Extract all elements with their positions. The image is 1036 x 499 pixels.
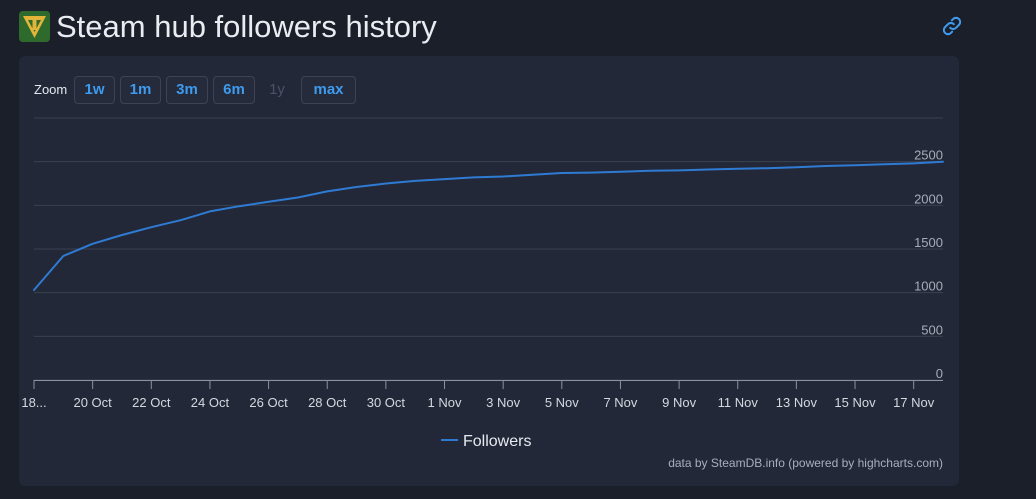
zoom-1m-button[interactable]: 1m bbox=[120, 76, 161, 104]
x-tick-label: 9 Nov bbox=[662, 395, 696, 410]
series-layer bbox=[33, 160, 944, 291]
app-logo-icon bbox=[19, 11, 50, 42]
x-tick-label: 22 Oct bbox=[132, 395, 171, 410]
y-tick-label: 1000 bbox=[914, 279, 943, 294]
y-tick-label: 1500 bbox=[914, 235, 943, 250]
chart-credits[interactable]: data by SteamDB.info (powered by highcha… bbox=[668, 456, 943, 470]
x-tick-label: 5 Nov bbox=[545, 395, 579, 410]
x-tick-label: 17 Nov bbox=[893, 395, 935, 410]
x-tick-label: 13 Nov bbox=[776, 395, 818, 410]
link-icon[interactable] bbox=[941, 15, 963, 37]
x-tick-label: 18... bbox=[21, 395, 46, 410]
page-title: Steam hub followers history bbox=[56, 9, 437, 44]
y-tick-label: 2500 bbox=[914, 148, 943, 163]
grid-layer bbox=[34, 117, 943, 381]
x-tick-label: 28 Oct bbox=[308, 395, 347, 410]
x-axis: 18... 20 Oct 22 Oct 24 Oct 26 Oct 28 Oct 30 Oc… bbox=[21, 380, 943, 410]
x-tick-label: 30 Oct bbox=[367, 395, 406, 410]
chart-panel: Zoom 1w 1m 3m 6m 1y max 18... 20 Oct 22 Oc… bbox=[19, 56, 959, 486]
x-tick-label: 24 Oct bbox=[191, 395, 230, 410]
y-tick-label: 2000 bbox=[914, 191, 943, 206]
zoom-max-button[interactable]: max bbox=[301, 76, 356, 104]
y-axis: 0 500 1000 1500 2000 2500 bbox=[914, 148, 943, 381]
x-tick-label: 15 Nov bbox=[834, 395, 876, 410]
page-header: Steam hub followers history bbox=[18, 8, 963, 46]
x-tick-label: 20 Oct bbox=[73, 395, 112, 410]
legend[interactable]: Followers bbox=[441, 433, 531, 450]
y-tick-label: 500 bbox=[921, 322, 943, 337]
zoom-1y-button: 1y bbox=[269, 81, 285, 98]
legend-item-followers[interactable]: Followers bbox=[463, 433, 531, 450]
x-tick-label: 7 Nov bbox=[603, 395, 637, 410]
zoom-1w-button[interactable]: 1w bbox=[74, 76, 115, 104]
followers-chart[interactable]: 18... 20 Oct 22 Oct 24 Oct 26 Oct 28 Oct 30 Oc… bbox=[19, 56, 959, 486]
zoom-6m-button[interactable]: 6m bbox=[213, 76, 255, 104]
x-tick-label: 1 Nov bbox=[428, 395, 462, 410]
x-tick-label: 3 Nov bbox=[486, 395, 520, 410]
x-tick-label: 26 Oct bbox=[249, 395, 288, 410]
zoom-label: Zoom bbox=[34, 82, 68, 97]
y-tick-label: 0 bbox=[936, 366, 943, 381]
zoom-3m-button[interactable]: 3m bbox=[166, 76, 208, 104]
x-tick-label: 11 Nov bbox=[718, 395, 759, 410]
series-line-followers[interactable] bbox=[33, 160, 944, 291]
